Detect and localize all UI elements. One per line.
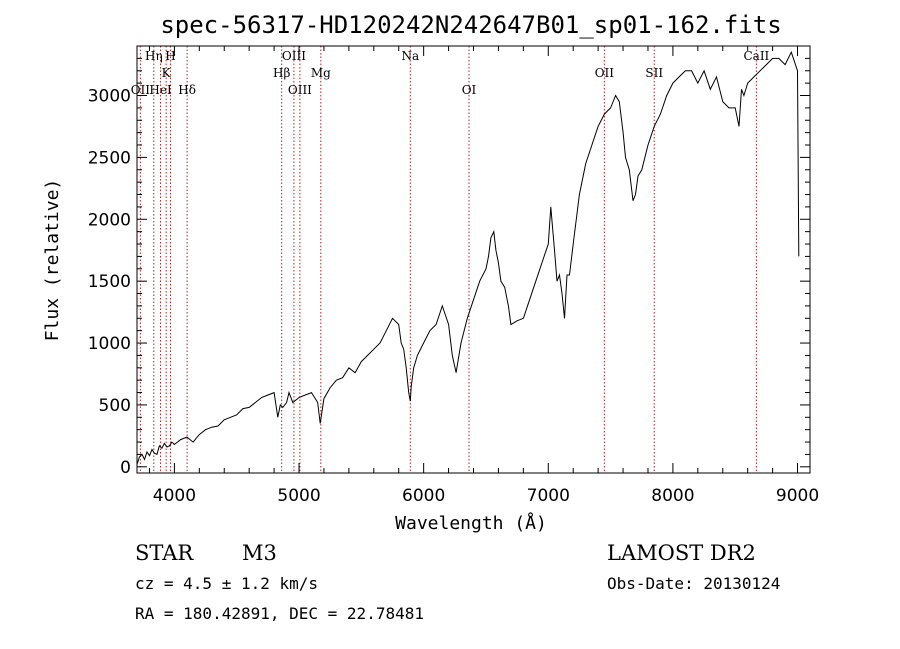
coordinates: RA = 180.42891, DEC = 22.78481 (135, 604, 424, 623)
x-tick-label: 8000 (651, 486, 694, 506)
spectral-line-label: Na (401, 49, 419, 63)
spectral-line-label: Hη (145, 49, 163, 63)
y-tick-label: 2500 (88, 148, 131, 168)
x-tick-label: 9000 (776, 486, 819, 506)
y-axis-label: Flux (relative) (42, 179, 63, 342)
spectral-line-label: SII (645, 66, 663, 80)
y-tick-label: 2000 (88, 210, 131, 230)
spectral-line-label: H (165, 49, 175, 63)
y-tick-label: 3000 (88, 87, 131, 107)
spectral-line-label: OIII (282, 49, 306, 63)
plot-frame (136, 45, 811, 474)
spectral-line-label: HeI (149, 83, 172, 97)
x-tick-label: 5000 (277, 486, 320, 506)
spectral-line-label: Hδ (178, 83, 196, 97)
spectral-line-label: OI (462, 83, 477, 97)
x-axis-ticks: 4000 5000 6000 7000 8000 9000 (148, 46, 819, 506)
x-tick-label: 7000 (527, 486, 570, 506)
object-subclass: M3 (242, 541, 277, 565)
redshift-cz: cz = 4.5 ± 1.2 km/s (135, 574, 318, 593)
chart-title: spec-56317-HD120242N242647B01_sp01-162.f… (160, 11, 781, 39)
object-type: STAR (135, 541, 194, 565)
x-axis-label: Wavelength (Å) (395, 512, 547, 534)
spectral-line-label: Mg (311, 66, 331, 80)
y-tick-label: 1000 (88, 334, 131, 354)
observation-date: Obs-Date: 20130124 (607, 574, 780, 593)
spectral-line-label: K (162, 66, 172, 80)
spectral-line-label: OIII (288, 83, 312, 97)
spectral-line-label: CaII (743, 49, 769, 63)
y-tick-label: 500 (99, 396, 131, 416)
y-tick-label: 0 (120, 458, 131, 478)
spectral-line-label: OII (131, 83, 151, 97)
y-tick-label: 1500 (88, 272, 131, 292)
spectral-line-label: Hβ (273, 66, 290, 80)
line-markers-group (139, 46, 757, 473)
line-marker-labels-group: OII Hη HeI KH Hδ Hβ OIII OIII Mg Na OI OII SII CaII (131, 49, 770, 97)
y-axis-ticks: 0 500 1000 1500 2000 2500 3000 (88, 57, 810, 478)
x-tick-label: 6000 (402, 486, 445, 506)
survey-name: LAMOST DR2 (607, 541, 756, 565)
x-tick-label: 4000 (153, 486, 196, 506)
spectral-line-label: OII (595, 66, 615, 80)
spectrum-line (136, 50, 800, 465)
